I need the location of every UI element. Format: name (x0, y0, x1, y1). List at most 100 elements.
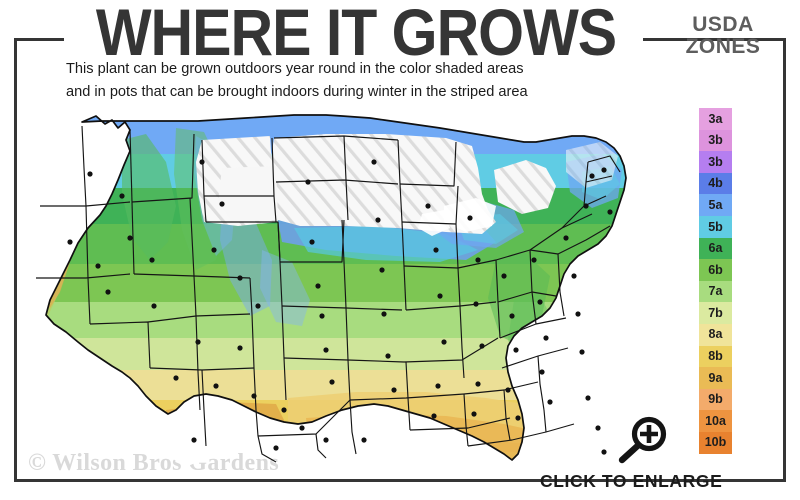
legend-heading-line-2: ZONES (685, 35, 761, 58)
city-marker-dot (151, 303, 157, 309)
city-marker-dot (191, 437, 197, 443)
legend-swatch-3a-0: 3a (699, 108, 732, 130)
legend-swatch-6a-6: 6a (699, 237, 732, 260)
city-marker-dot (607, 209, 613, 215)
city-marker-dot (195, 339, 201, 345)
page-title: WHERE IT GROWS (95, 0, 617, 70)
city-marker-dot (475, 257, 481, 263)
subtitle-text: This plant can be grown outdoors year ro… (66, 58, 666, 104)
legend-swatch-6b-7: 6b (699, 259, 732, 281)
city-marker-dot (95, 263, 101, 269)
city-marker-dot (309, 239, 315, 245)
legend-heading: USDA ZONES (668, 14, 778, 58)
city-marker-dot (563, 235, 569, 241)
city-marker-dot (237, 345, 243, 351)
city-marker-group (67, 159, 613, 455)
city-marker-dot (595, 425, 601, 431)
city-marker-dot (381, 311, 387, 317)
city-marker-dot (323, 347, 329, 353)
striped-indoor-region (196, 134, 618, 234)
city-marker-dot (585, 395, 591, 401)
usda-zone-legend: 3a 3b 3b 4b 5a 5b 6a 6b 7a 7b 8a 8b 9a 9b 10a 10b (699, 108, 732, 454)
city-marker-dot (601, 167, 607, 173)
city-marker-dot (119, 193, 125, 199)
frame-border-top-right (643, 38, 786, 41)
city-marker-dot (105, 289, 111, 295)
city-marker-dot (505, 387, 511, 393)
legend-swatch-7b-9: 7b (699, 302, 732, 324)
city-marker-dot (531, 257, 537, 263)
city-marker-dot (513, 347, 519, 353)
legend-swatch-8a-10: 8a (699, 323, 732, 346)
frame-border-top-left (14, 38, 64, 41)
city-marker-dot (379, 267, 385, 273)
city-marker-dot (543, 335, 549, 341)
city-marker-dot (237, 275, 243, 281)
city-marker-dot (437, 293, 443, 299)
city-marker-dot (391, 387, 397, 393)
city-marker-dot (213, 383, 219, 389)
city-marker-dot (323, 437, 329, 443)
city-marker-dot (67, 239, 73, 245)
city-marker-dot (315, 283, 321, 289)
subtitle-line-2: and in pots that can be brought indoors … (66, 84, 528, 100)
city-marker-dot (385, 353, 391, 359)
legend-swatch-9a-12: 9a (699, 367, 732, 389)
city-marker-dot (479, 343, 485, 349)
frame-border-right (783, 38, 786, 482)
city-marker-dot (255, 303, 261, 309)
city-marker-dot (361, 437, 367, 443)
city-marker-dot (547, 399, 553, 405)
city-marker-dot (475, 381, 481, 387)
click-to-enlarge-control[interactable]: CLICK TO ENLARGE (540, 415, 722, 491)
city-marker-dot (251, 393, 257, 399)
city-marker-dot (441, 339, 447, 345)
city-marker-dot (589, 173, 595, 179)
subtitle-line-1: This plant can be grown outdoors year ro… (66, 61, 524, 77)
copyright-watermark: © Wilson Bros Gardens (28, 450, 280, 476)
city-marker-dot (219, 201, 225, 207)
city-marker-dot (539, 369, 545, 375)
city-marker-dot (471, 411, 477, 417)
legend-heading-line-1: USDA (692, 13, 754, 36)
city-marker-dot (375, 217, 381, 223)
frame-border-left (14, 38, 17, 482)
city-marker-dot (575, 311, 581, 317)
magnifier-plus-icon[interactable] (616, 415, 670, 472)
city-marker-dot (515, 415, 521, 421)
city-marker-dot (273, 445, 279, 451)
city-marker-dot (473, 301, 479, 307)
legend-swatch-8b-11: 8b (699, 345, 732, 368)
city-marker-dot (435, 383, 441, 389)
city-marker-dot (501, 273, 507, 279)
city-marker-dot (601, 449, 607, 455)
legend-swatch-5a-4: 5a (699, 194, 732, 216)
city-marker-dot (425, 203, 431, 209)
legend-swatch-4b-3: 4b (699, 172, 732, 195)
city-marker-dot (127, 235, 133, 241)
legend-swatch-5b-5: 5b (699, 215, 732, 238)
city-marker-dot (537, 299, 543, 305)
city-marker-dot (571, 273, 577, 279)
city-marker-dot (583, 203, 589, 209)
legend-swatch-3b-2: 3b (699, 151, 732, 173)
city-marker-dot (319, 313, 325, 319)
city-marker-dot (579, 349, 585, 355)
hardiness-zone-map[interactable] (26, 110, 666, 470)
legend-swatch-9b-13: 9b (699, 388, 732, 411)
city-marker-dot (305, 179, 311, 185)
legend-swatch-10a-14: 10a (699, 410, 732, 432)
legend-swatch-7a-8: 7a (699, 280, 732, 303)
city-marker-dot (433, 247, 439, 253)
city-marker-dot (431, 413, 437, 419)
city-marker-dot (87, 171, 93, 177)
city-marker-dot (281, 407, 287, 413)
frame-border-bottom (14, 479, 786, 482)
click-to-enlarge-label[interactable]: CLICK TO ENLARGE (540, 471, 723, 491)
country-outline (45, 114, 627, 461)
legend-swatch-3b-1: 3b (699, 129, 732, 152)
city-marker-dot (371, 159, 377, 165)
city-marker-dot (467, 215, 473, 221)
city-marker-dot (199, 159, 205, 165)
